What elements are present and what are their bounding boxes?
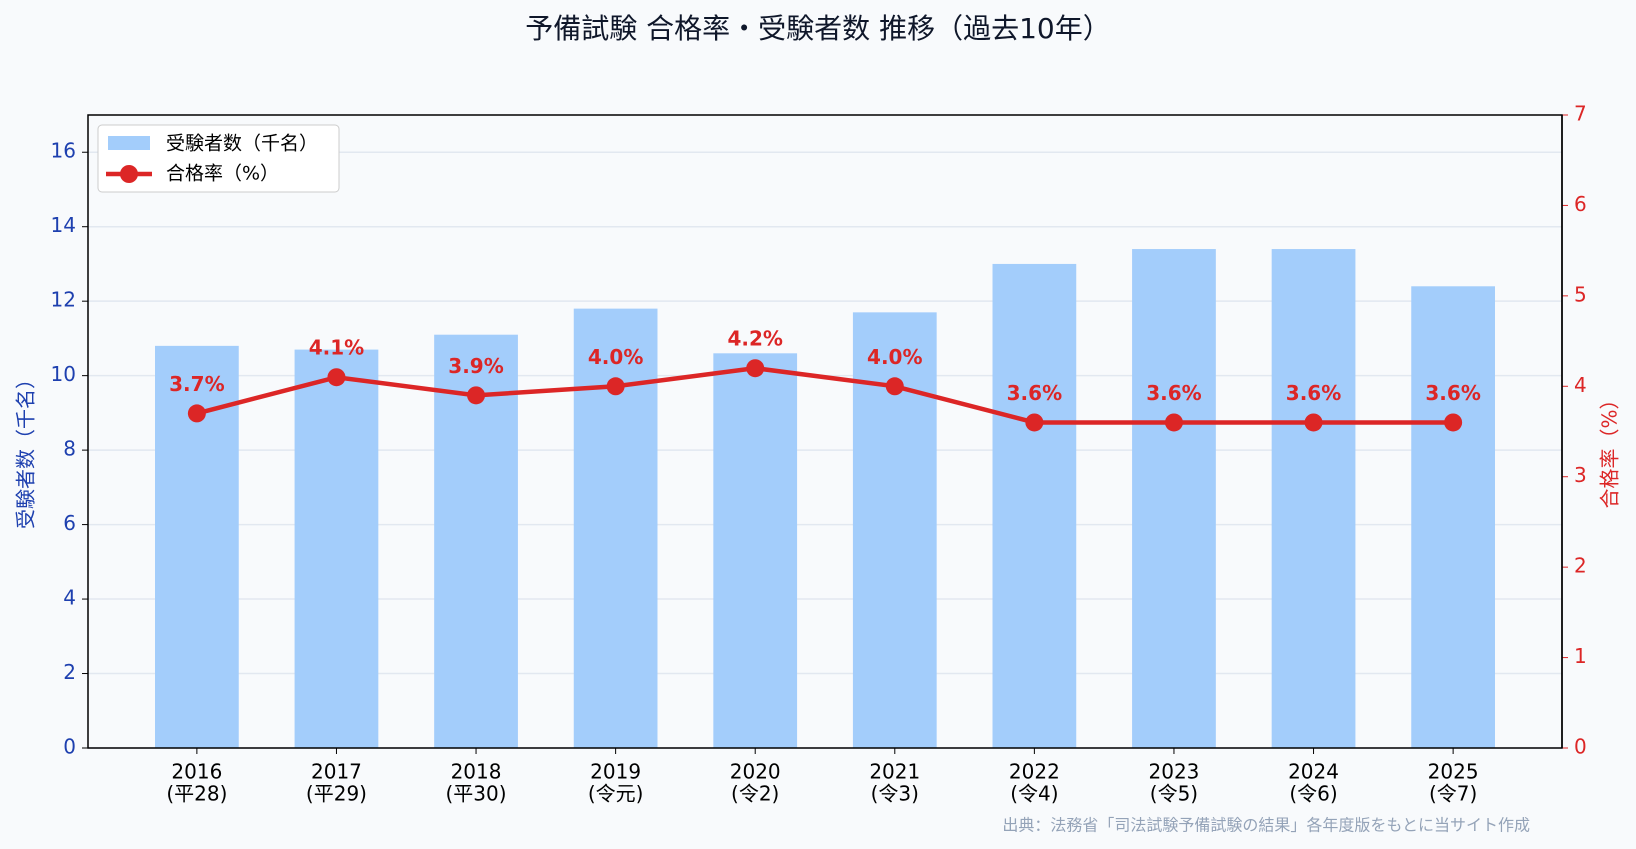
legend-marker bbox=[120, 165, 138, 183]
y2-tick-label: 1 bbox=[1574, 644, 1587, 668]
y2-axis-label: 合格率（%） bbox=[1598, 389, 1622, 508]
data-label: 4.0% bbox=[588, 345, 643, 369]
rate-point bbox=[746, 359, 765, 378]
x-tick-sublabel: (平29) bbox=[306, 782, 367, 806]
y-tick-label: 8 bbox=[63, 437, 76, 461]
x-tick-label: 2020 bbox=[730, 760, 781, 784]
rate-point bbox=[885, 377, 904, 396]
rate-point bbox=[1025, 413, 1044, 432]
x-tick-sublabel: (令5) bbox=[1150, 782, 1198, 806]
x-tick-sublabel: (平30) bbox=[446, 782, 507, 806]
x-tick-label: 2024 bbox=[1288, 760, 1339, 784]
x-tick-label: 2023 bbox=[1149, 760, 1200, 784]
rate-point bbox=[327, 368, 346, 387]
x-tick-sublabel: (令7) bbox=[1429, 782, 1477, 806]
x-tick-sublabel: (令6) bbox=[1289, 782, 1337, 806]
rate-point bbox=[1304, 413, 1323, 432]
rate-point bbox=[1444, 413, 1463, 432]
x-tick-label: 2018 bbox=[451, 760, 502, 784]
data-label: 3.6% bbox=[1007, 381, 1062, 405]
y-tick-label: 10 bbox=[51, 362, 76, 386]
bar bbox=[713, 353, 798, 748]
data-label: 3.6% bbox=[1146, 381, 1201, 405]
data-label: 3.6% bbox=[1286, 381, 1341, 405]
y2-tick-label: 7 bbox=[1574, 102, 1587, 126]
x-tick-label: 2025 bbox=[1428, 760, 1479, 784]
x-tick-label: 2022 bbox=[1009, 760, 1060, 784]
y2-tick-label: 4 bbox=[1574, 373, 1587, 397]
y2-tick-label: 3 bbox=[1574, 463, 1587, 487]
data-label: 3.9% bbox=[448, 354, 503, 378]
rate-point bbox=[187, 404, 206, 423]
x-tick-label: 2019 bbox=[590, 760, 641, 784]
y2-tick-label: 5 bbox=[1574, 282, 1587, 306]
y2-tick-label: 2 bbox=[1574, 554, 1587, 578]
x-tick-sublabel: (令元) bbox=[588, 782, 644, 806]
data-label: 3.6% bbox=[1425, 381, 1480, 405]
x-tick-label: 2021 bbox=[869, 760, 920, 784]
chart-title: 予備試験 合格率・受験者数 推移（過去10年） bbox=[525, 12, 1110, 45]
y-tick-label: 16 bbox=[51, 139, 76, 163]
x-tick-label: 2016 bbox=[171, 760, 222, 784]
source-note: 出典：法務省「司法試験予備試験の結果」各年度版をもとに当サイト作成 bbox=[1002, 816, 1530, 835]
bar bbox=[1271, 249, 1356, 748]
legend-label: 受験者数（千名） bbox=[166, 133, 318, 155]
legend-label: 合格率（%） bbox=[166, 163, 279, 185]
legend-swatch bbox=[108, 136, 150, 150]
bar bbox=[992, 263, 1077, 748]
x-tick-sublabel: (令4) bbox=[1010, 782, 1058, 806]
legend-box bbox=[97, 124, 340, 193]
x-tick-sublabel: (令2) bbox=[731, 782, 779, 806]
y2-tick-label: 0 bbox=[1574, 735, 1587, 759]
y-tick-label: 4 bbox=[63, 586, 76, 610]
bar bbox=[1411, 286, 1495, 748]
bar bbox=[1132, 249, 1216, 748]
x-tick-sublabel: (平28) bbox=[166, 782, 227, 806]
rate-point bbox=[606, 377, 625, 396]
y2-tick-label: 6 bbox=[1574, 192, 1587, 216]
y-tick-label: 6 bbox=[63, 511, 76, 535]
y-tick-label: 12 bbox=[51, 288, 76, 312]
y-axis-label: 受験者数（千名） bbox=[14, 369, 38, 529]
data-label: 3.7% bbox=[169, 372, 224, 396]
y-tick-label: 2 bbox=[63, 660, 76, 684]
data-label: 4.2% bbox=[727, 327, 782, 351]
rate-point bbox=[1164, 413, 1183, 432]
rate-point bbox=[467, 386, 486, 405]
bar bbox=[573, 308, 658, 748]
y-tick-label: 14 bbox=[51, 213, 76, 237]
data-label: 4.0% bbox=[867, 345, 922, 369]
rate-line bbox=[196, 365, 1454, 425]
bar bbox=[294, 349, 379, 748]
y-tick-label: 0 bbox=[63, 735, 76, 759]
x-tick-label: 2017 bbox=[311, 760, 362, 784]
data-label: 4.1% bbox=[309, 336, 364, 360]
x-tick-sublabel: (令3) bbox=[871, 782, 919, 806]
